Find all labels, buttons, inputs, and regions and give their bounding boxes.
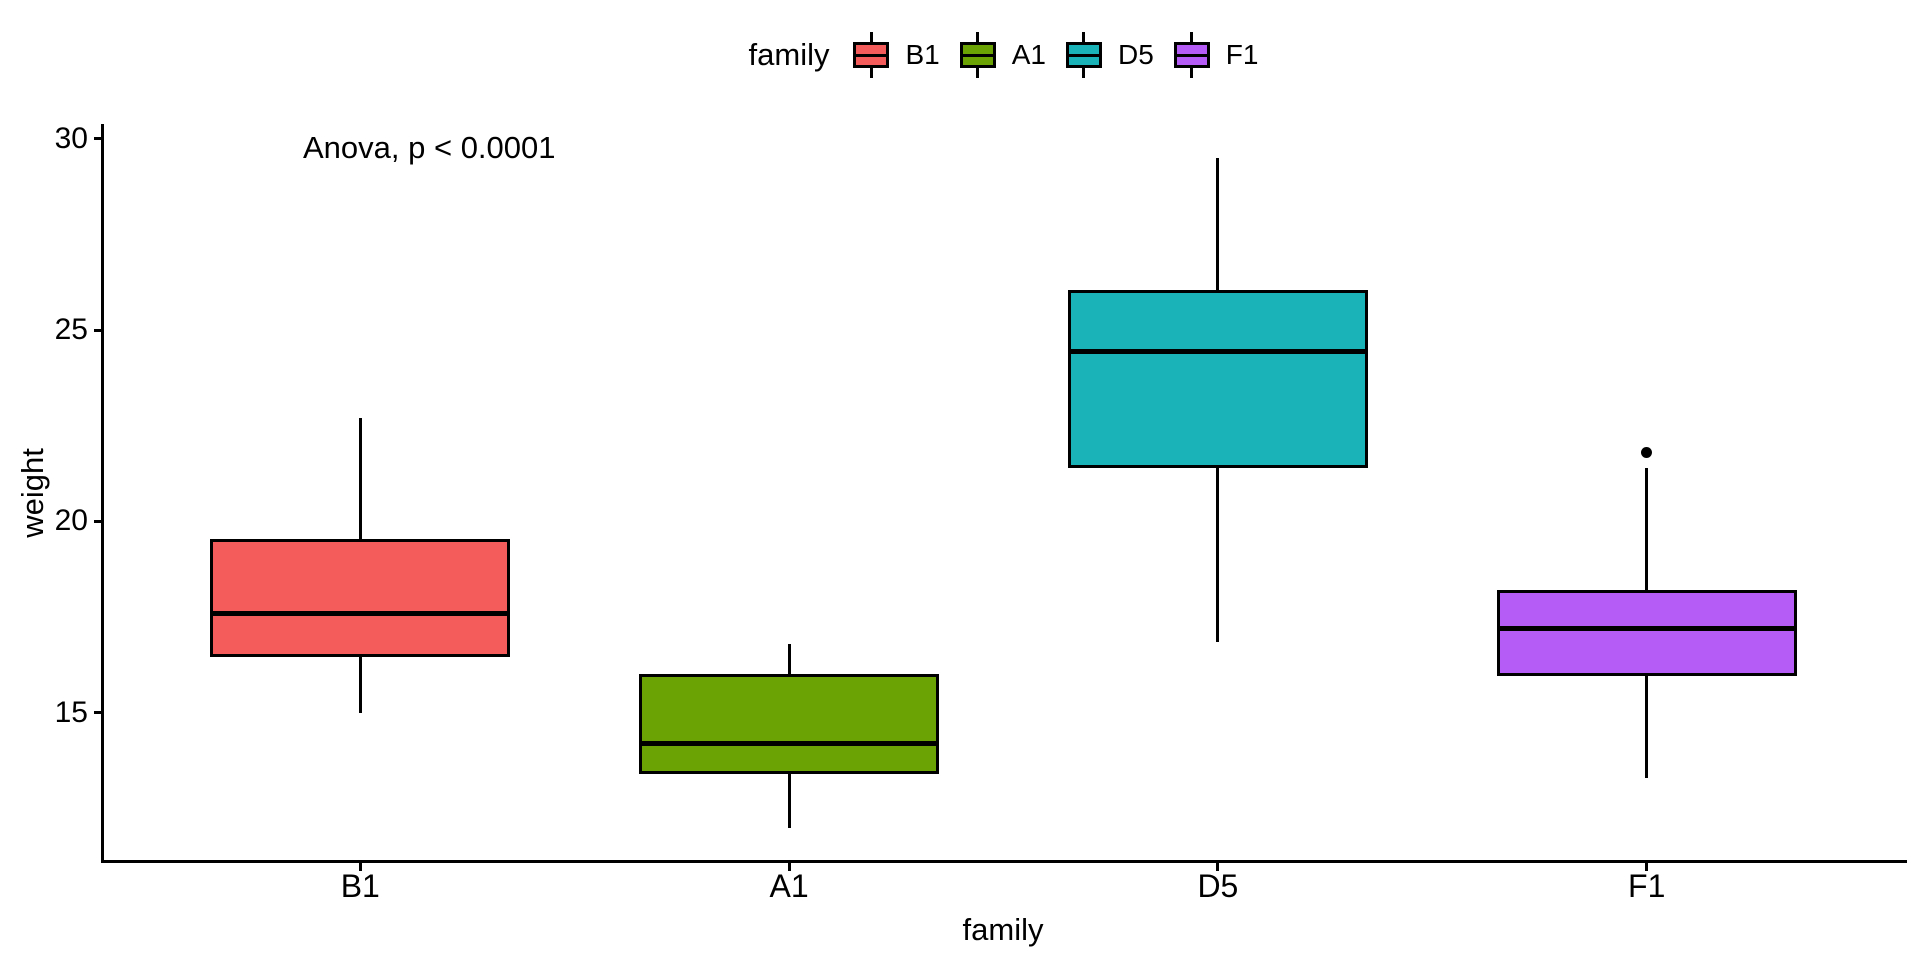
legend-key-median (1176, 53, 1207, 57)
lower-whisker-line (1645, 676, 1649, 778)
upper-whisker-line (358, 418, 362, 539)
anova-annotation: Anova, p < 0.0001 (303, 130, 556, 165)
legend-key-whisker-bottom (1190, 68, 1194, 78)
lower-whisker-line (358, 657, 362, 713)
legend-label: A1 (1011, 39, 1046, 70)
y-tick-mark (94, 519, 102, 523)
lower-whisker-line (1216, 467, 1220, 642)
legend-key-boxplot-glyph (1173, 32, 1210, 78)
legend-key-boxplot-glyph (853, 32, 890, 78)
boxplot-box (210, 538, 511, 658)
legend-item: A1 (959, 32, 1046, 78)
legend-key-median (1068, 53, 1099, 57)
legend-key-boxplot-glyph (959, 32, 996, 78)
chart-legend: family B1 A1 D5 F1 (103, 30, 1904, 80)
boxplot-median-line (1499, 626, 1794, 632)
legend-title: family (748, 37, 830, 72)
boxplot-median-line (642, 740, 937, 746)
y-tick-label: 15 (54, 695, 88, 729)
legend-label: F1 (1225, 39, 1259, 70)
y-tick-label: 25 (54, 313, 88, 347)
boxplot-median-line (213, 610, 508, 616)
x-tick-label: D5 (1197, 868, 1239, 904)
x-tick-mark (1216, 863, 1220, 871)
legend-key-whisker-top (1082, 32, 1086, 42)
legend-key-whisker-bottom (869, 68, 873, 78)
legend-key-whisker-bottom (1082, 68, 1086, 78)
x-axis-title: family (962, 912, 1044, 947)
legend-key-whisker-top (1190, 32, 1194, 42)
y-tick-mark (94, 137, 102, 141)
y-axis-line (101, 124, 104, 863)
legend-label: D5 (1117, 39, 1154, 70)
legend-key-box (853, 42, 890, 68)
x-axis-line (101, 860, 1907, 863)
upper-whisker-line (1216, 157, 1220, 290)
legend-key-whisker-bottom (976, 68, 980, 78)
y-tick-label: 20 (54, 504, 88, 538)
legend-label: B1 (905, 39, 940, 70)
x-tick-label: B1 (340, 868, 380, 904)
boxplot-box (1496, 590, 1797, 677)
legend-key-box (1065, 42, 1102, 68)
y-tick-label: 30 (54, 121, 88, 155)
y-tick-mark (94, 328, 102, 332)
legend-key-median (856, 53, 887, 57)
legend-key-median (962, 53, 993, 57)
legend-items: B1 A1 D5 F1 (853, 32, 1258, 78)
legend-key-whisker-top (869, 32, 873, 42)
x-tick-mark (787, 863, 791, 871)
boxplot-box (1067, 289, 1368, 468)
x-tick-mark (1645, 863, 1649, 871)
legend-key-boxplot-glyph (1065, 32, 1102, 78)
legend-item: B1 (853, 32, 940, 78)
boxplot-box (639, 674, 940, 774)
legend-item: F1 (1173, 32, 1259, 78)
x-tick-label: F1 (1628, 868, 1666, 904)
boxplot-median-line (1070, 348, 1365, 354)
outlier-point (1641, 447, 1653, 459)
legend-key-box (1173, 42, 1210, 68)
upper-whisker-line (787, 643, 791, 675)
legend-item: D5 (1065, 32, 1154, 78)
upper-whisker-line (1645, 467, 1649, 591)
legend-key-whisker-top (976, 32, 980, 42)
lower-whisker-line (787, 773, 791, 828)
x-tick-mark (358, 863, 362, 871)
x-tick-label: A1 (769, 868, 809, 904)
legend-key-box (959, 42, 996, 68)
y-tick-mark (94, 711, 102, 715)
